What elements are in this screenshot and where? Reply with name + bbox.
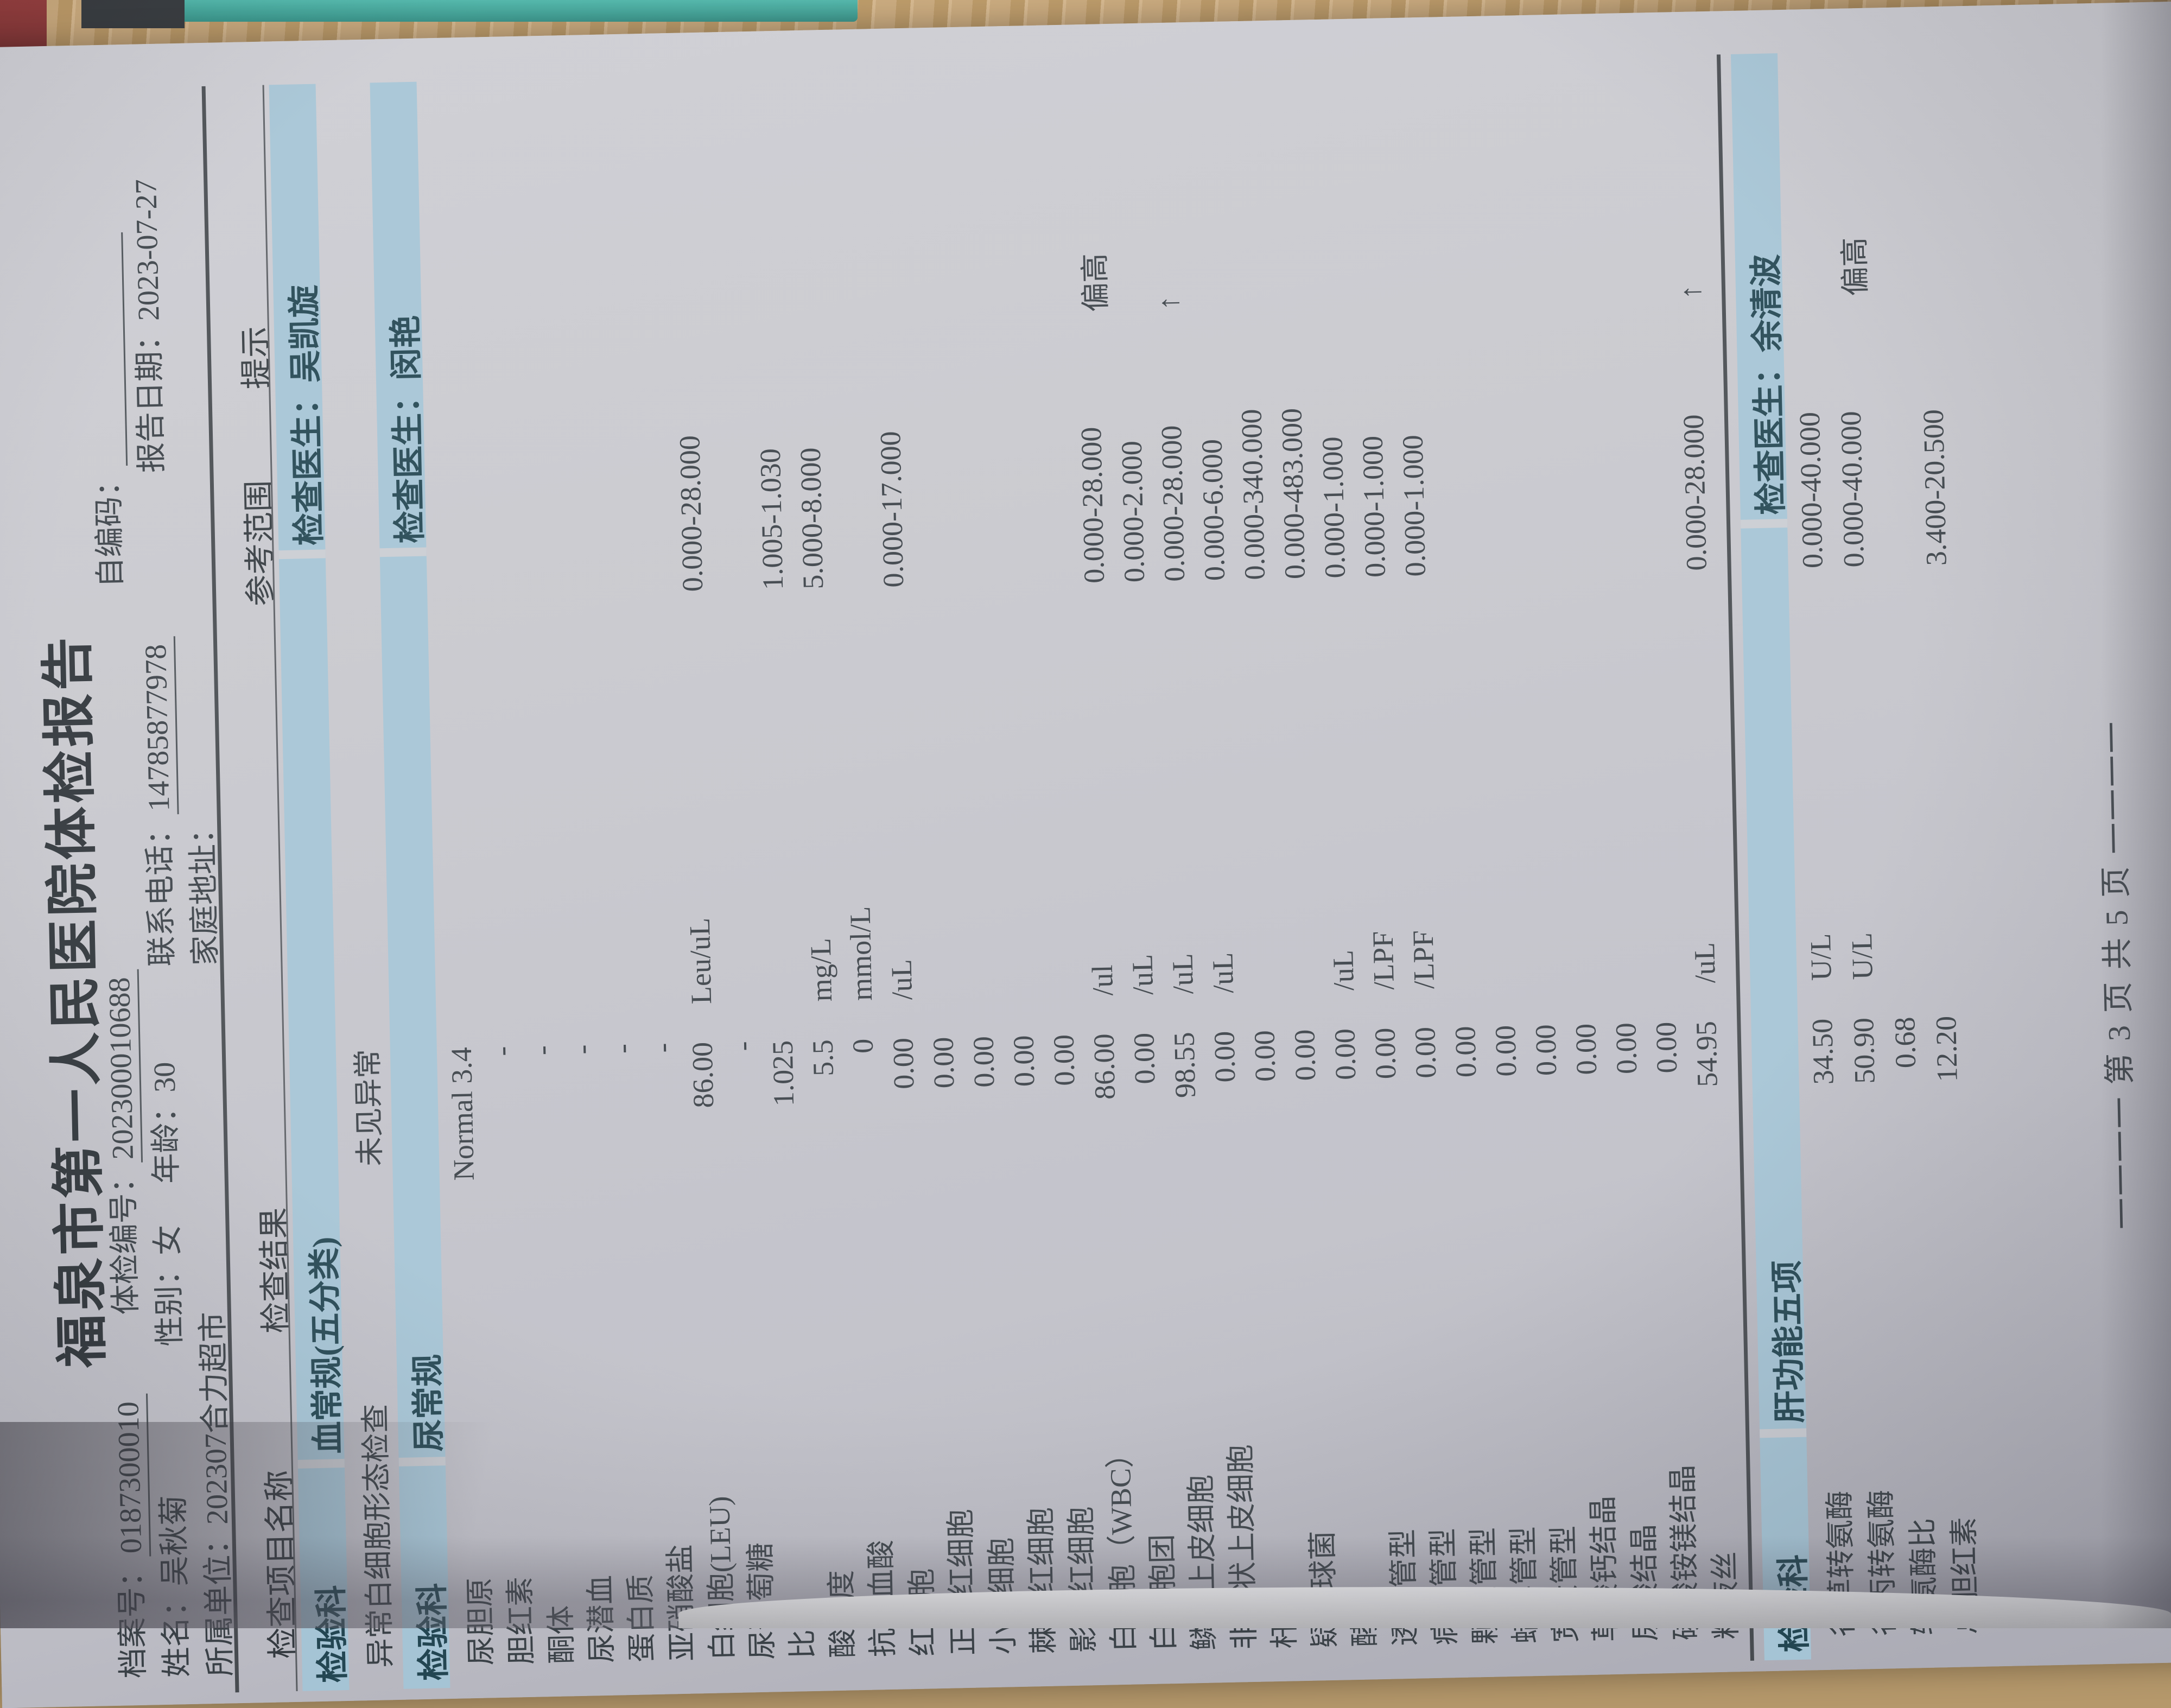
photo-vignette — [0, 0, 2171, 1628]
page-fold-shadow — [0, 1422, 624, 1628]
dark-notebook-edge — [81, 0, 185, 28]
right-edge-shade — [2100, 0, 2171, 1628]
teal-book-edge — [157, 0, 858, 22]
underlying-page-edge — [678, 1587, 2171, 1628]
